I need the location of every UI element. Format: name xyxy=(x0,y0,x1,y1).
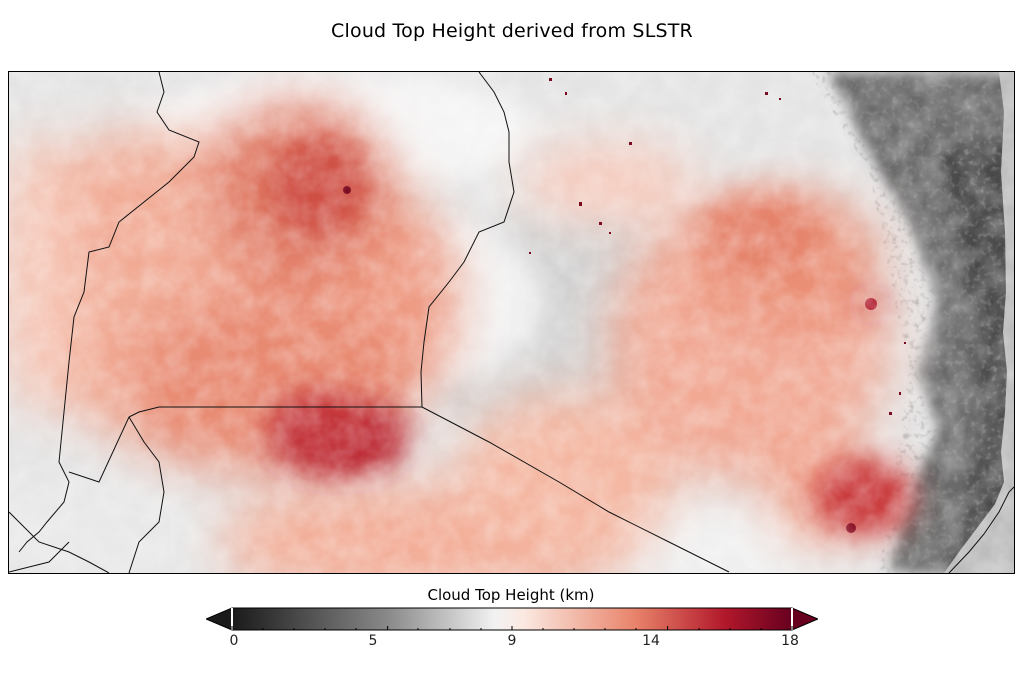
colorbar xyxy=(204,606,820,632)
colorbar-svg xyxy=(204,607,820,631)
colorbar-tick-9: 9 xyxy=(507,633,517,649)
high-pixel-speckles xyxy=(529,78,906,415)
colorbar-tick-18: 18 xyxy=(781,633,799,649)
cloud-top-height-map xyxy=(9,72,1014,573)
figure-title: Cloud Top Height derived from SLSTR xyxy=(331,20,693,42)
colorbar-extend-max xyxy=(792,608,818,630)
colorbar-extend-min xyxy=(206,608,232,630)
colorbar-ticks xyxy=(231,626,793,630)
colorbar-gradient xyxy=(232,608,792,630)
colorbar-tick-14: 14 xyxy=(642,633,660,649)
colorbar-tick-5: 5 xyxy=(368,633,378,649)
map-panel xyxy=(8,71,1015,574)
colorbar-label: Cloud Top Height (km) xyxy=(427,586,595,604)
country-borders xyxy=(9,72,1014,573)
colorbar-tick-0: 0 xyxy=(229,633,239,649)
cloud-texture xyxy=(9,72,1014,573)
